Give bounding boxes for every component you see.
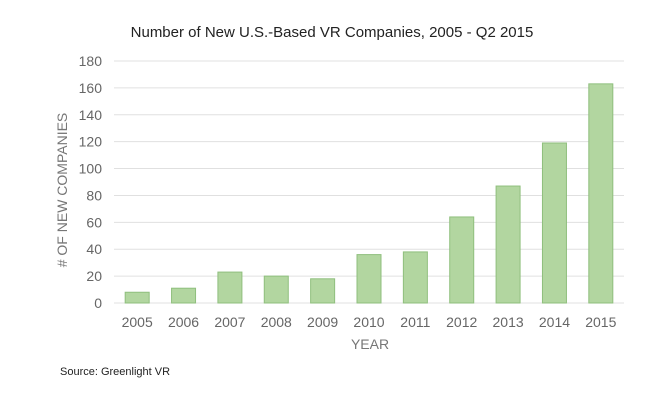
x-tick-label: 2007	[214, 314, 245, 330]
bar-2007	[217, 271, 243, 304]
bar-2015	[588, 83, 614, 304]
y-tick-label: 180	[79, 53, 103, 69]
bar-2013	[495, 185, 521, 304]
bars	[124, 83, 614, 304]
x-tick-label: 2006	[168, 314, 199, 330]
bar-2012	[449, 216, 475, 304]
y-tick-label: 160	[79, 80, 103, 96]
bar-2006	[171, 287, 197, 304]
source-note: Source: Greenlight VR	[60, 366, 171, 378]
y-tick-label: 120	[79, 134, 103, 150]
y-tick-label: 40	[86, 241, 102, 257]
y-tick-label: 60	[86, 214, 102, 230]
y-axis-tick-labels: 0 20 40 60 80 100 120 140 160 180	[79, 53, 103, 311]
x-tick-label: 2005	[122, 314, 153, 330]
chart-title: Number of New U.S.-Based VR Companies, 2…	[131, 24, 534, 41]
y-tick-label: 80	[86, 187, 102, 203]
y-axis-title: # OF NEW COMPANIES	[54, 113, 70, 268]
bar-2005	[124, 291, 150, 304]
x-tick-label: 2012	[446, 314, 477, 330]
bar-2009	[310, 278, 336, 304]
x-tick-label: 2009	[307, 314, 338, 330]
x-axis-tick-labels: 2005 2006 2007 2008 2009 2010 2011 2012 2013 2014…	[122, 314, 617, 330]
x-tick-label: 2013	[493, 314, 524, 330]
gridlines	[114, 60, 624, 304]
x-tick-label: 2011	[400, 314, 430, 330]
y-tick-label: 0	[94, 295, 102, 311]
y-tick-label: 140	[79, 107, 103, 123]
x-tick-label: 2014	[539, 314, 570, 330]
y-tick-label: 20	[86, 268, 102, 284]
x-tick-label: 2010	[353, 314, 384, 330]
x-axis-title: YEAR	[351, 336, 389, 352]
y-tick-label: 100	[79, 161, 103, 177]
bar-2011	[402, 251, 428, 304]
bar-2014	[541, 142, 567, 304]
bar-2008	[263, 275, 289, 304]
bar-2010	[356, 254, 382, 304]
x-tick-label: 2015	[585, 314, 616, 330]
x-tick-label: 2008	[261, 314, 292, 330]
